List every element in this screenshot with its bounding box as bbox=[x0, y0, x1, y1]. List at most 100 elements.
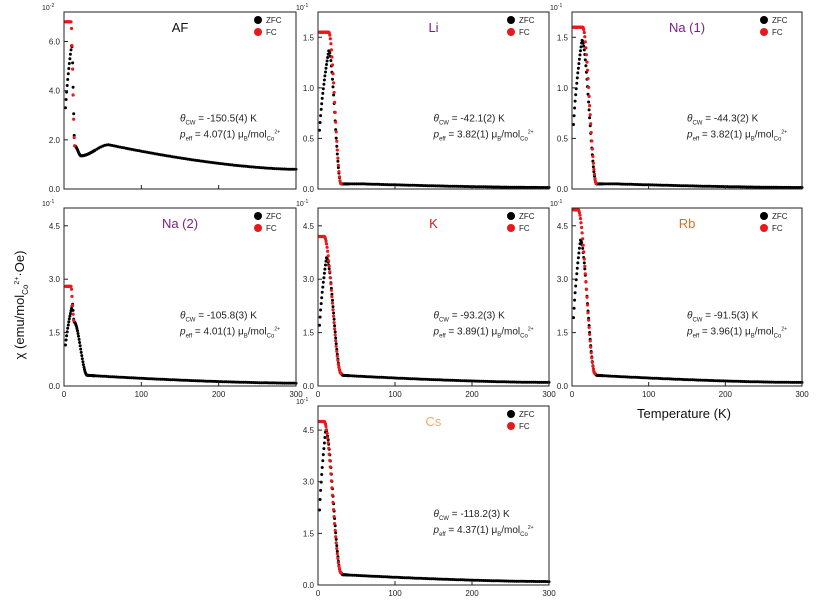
fc-point bbox=[326, 254, 330, 258]
fc-point bbox=[334, 339, 338, 343]
zfc-point bbox=[591, 165, 595, 169]
fc-point bbox=[585, 295, 589, 299]
fc-point bbox=[333, 333, 337, 337]
zfc-point bbox=[324, 66, 328, 70]
panel-title: Na (2) bbox=[162, 216, 198, 231]
legend-zfc-label: ZFC bbox=[519, 410, 535, 419]
zfc-point bbox=[321, 91, 325, 95]
zfc-point bbox=[319, 302, 323, 306]
fc-point bbox=[584, 280, 588, 284]
effective-moment-label: peff = 3.96(1) μB/molCo2+ bbox=[686, 326, 787, 339]
fc-point bbox=[326, 441, 330, 445]
zfc-point bbox=[575, 272, 579, 276]
zfc-point bbox=[323, 436, 327, 439]
fc-point bbox=[70, 44, 74, 48]
zfc-point bbox=[80, 357, 84, 361]
zfc-point bbox=[577, 246, 581, 250]
zfc-point bbox=[322, 78, 326, 82]
zfc-point bbox=[81, 363, 85, 367]
fc-point bbox=[339, 182, 343, 186]
y-tick-label: 4.5 bbox=[49, 222, 61, 231]
fc-point bbox=[583, 40, 587, 44]
zfc-point bbox=[333, 330, 337, 334]
legend-zfc-marker bbox=[507, 410, 515, 418]
zfc-point bbox=[318, 315, 322, 319]
effective-moment-label: peff = 3.89(1) μB/molCo2+ bbox=[433, 326, 534, 339]
zfc-point bbox=[320, 473, 324, 476]
y-tick-label: 3.0 bbox=[303, 478, 315, 487]
zfc-point bbox=[321, 87, 325, 91]
fc-point bbox=[336, 163, 340, 167]
zfc-point bbox=[577, 251, 581, 255]
legend-fc-label: FC bbox=[266, 28, 277, 37]
fc-point bbox=[332, 515, 336, 519]
legend-fc-marker bbox=[507, 224, 515, 232]
plot-frame bbox=[317, 207, 550, 387]
zfc-point bbox=[318, 508, 321, 512]
fc-point bbox=[588, 113, 592, 117]
zfc-point bbox=[572, 316, 575, 320]
y-tick-label: 1.5 bbox=[49, 329, 61, 338]
x-tick-label: 300 bbox=[542, 390, 556, 399]
zfc-point bbox=[579, 45, 583, 49]
zfc-point bbox=[331, 305, 335, 309]
fc-point bbox=[577, 211, 582, 215]
zfc-point bbox=[82, 365, 86, 369]
fc-point bbox=[337, 564, 341, 568]
legend-fc-label: FC bbox=[519, 422, 530, 431]
panel-na-2: 0.0 1.5 3.0 4.5 0 100 200 300 10-1 Na (2) ZFC FC θCW… bbox=[42, 199, 303, 399]
legend-zfc-label: ZFC bbox=[266, 212, 282, 221]
zfc-point bbox=[583, 267, 587, 271]
legend-fc-label: FC bbox=[266, 224, 277, 233]
zfc-point bbox=[323, 74, 327, 78]
panel-cs: 0.0 1.5 3.0 4.5 0 100 200 300 10-1 Cs ZFC FC θCW = -… bbox=[296, 397, 556, 598]
fc-point bbox=[328, 276, 332, 280]
x-axis-label: Temperature (K) bbox=[637, 406, 731, 421]
zfc-point bbox=[66, 78, 70, 81]
y-tick-label: 0.0 bbox=[557, 382, 569, 391]
legend-fc-label: FC bbox=[772, 28, 783, 37]
fc-point bbox=[329, 48, 333, 52]
zfc-point bbox=[67, 317, 71, 321]
zfc-point bbox=[64, 338, 68, 342]
fc-point bbox=[336, 156, 340, 160]
zfc-point bbox=[321, 453, 325, 457]
zfc-point bbox=[322, 271, 326, 275]
fc-point bbox=[323, 422, 328, 426]
zfc-point bbox=[64, 98, 68, 101]
y-tick-label: 1.5 bbox=[303, 329, 315, 338]
fc-point bbox=[336, 362, 340, 366]
y-exponent-label: 10-1 bbox=[550, 3, 562, 12]
fc-point bbox=[587, 318, 591, 322]
zfc-point bbox=[65, 334, 69, 338]
legend-fc-marker bbox=[760, 224, 768, 232]
fc-point bbox=[589, 351, 593, 355]
zfc-point bbox=[318, 323, 321, 327]
fc-point bbox=[584, 287, 589, 291]
fc-point bbox=[326, 249, 330, 253]
fc-point bbox=[588, 104, 592, 108]
fc-point bbox=[335, 546, 339, 551]
fc-point bbox=[331, 308, 335, 312]
zfc-point bbox=[332, 317, 336, 321]
legend-zfc-marker bbox=[760, 212, 768, 220]
fc-point bbox=[332, 314, 336, 318]
fc-point bbox=[589, 122, 593, 126]
zfc-point bbox=[320, 96, 324, 100]
y-tick-label: 6.0 bbox=[49, 38, 61, 47]
zfc-point bbox=[67, 320, 71, 324]
legend-fc-label: FC bbox=[519, 224, 530, 233]
zfc-point bbox=[318, 121, 322, 124]
fc-point bbox=[336, 358, 340, 363]
fc-point bbox=[334, 120, 338, 124]
zfc-point bbox=[588, 116, 592, 120]
fc-point bbox=[586, 77, 590, 81]
legend-zfc-marker bbox=[507, 16, 515, 24]
zfc-point bbox=[331, 77, 334, 81]
zfc-point bbox=[320, 466, 324, 469]
legend-fc-marker bbox=[254, 224, 262, 232]
fc-point bbox=[71, 303, 75, 308]
fc-point bbox=[328, 465, 332, 469]
zfc-point bbox=[333, 324, 337, 328]
fc-point bbox=[336, 556, 340, 561]
